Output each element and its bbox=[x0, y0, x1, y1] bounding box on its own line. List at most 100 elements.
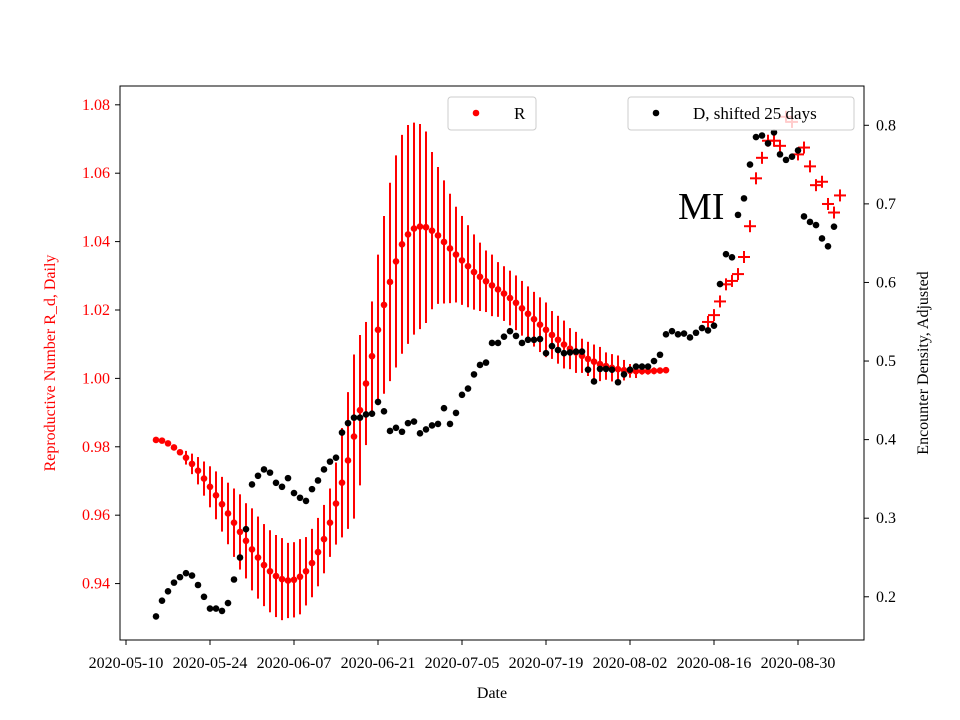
d-point bbox=[302, 497, 310, 505]
r-point bbox=[398, 241, 406, 248]
d-point bbox=[170, 579, 178, 586]
x-tick-label: 2020-08-16 bbox=[677, 655, 752, 672]
r-point bbox=[416, 223, 424, 230]
d-point bbox=[152, 613, 160, 620]
d-point bbox=[656, 351, 664, 359]
r-point bbox=[338, 479, 346, 486]
r-estimate-marker bbox=[702, 315, 714, 328]
r-point bbox=[302, 567, 310, 575]
r-point bbox=[422, 223, 430, 231]
r-point bbox=[242, 537, 250, 545]
r-point bbox=[170, 444, 178, 451]
d-point bbox=[338, 429, 346, 436]
d-point bbox=[518, 339, 526, 347]
r-point bbox=[470, 268, 478, 276]
d-point bbox=[554, 346, 562, 354]
d-point bbox=[428, 422, 436, 429]
r-estimate-marker bbox=[816, 175, 828, 188]
r-point bbox=[164, 440, 172, 447]
d-point bbox=[446, 420, 454, 428]
d-point bbox=[266, 469, 274, 476]
r-point bbox=[650, 367, 658, 375]
d-point bbox=[788, 153, 796, 161]
y-left-tick-label: 0.94 bbox=[82, 576, 110, 593]
r-point bbox=[428, 227, 436, 234]
d-point bbox=[794, 147, 802, 154]
d-point bbox=[188, 572, 196, 579]
x-tick-label: 2020-07-19 bbox=[509, 655, 584, 672]
d-point bbox=[212, 605, 220, 612]
r-point bbox=[356, 406, 364, 414]
d-point bbox=[734, 211, 742, 219]
d-point bbox=[566, 349, 574, 356]
d-point bbox=[398, 428, 406, 436]
r-point bbox=[332, 500, 340, 507]
d-point bbox=[560, 349, 568, 357]
d-point bbox=[296, 494, 304, 502]
r-point bbox=[224, 510, 232, 517]
r-estimate-marker bbox=[768, 134, 780, 147]
x-tick-label: 2020-05-10 bbox=[89, 655, 164, 672]
r-point bbox=[236, 528, 244, 536]
legend-r-marker bbox=[472, 109, 480, 117]
d-point bbox=[524, 336, 532, 344]
r-point bbox=[464, 262, 472, 270]
axis-ticks: 2020-05-10 2020-05-24 2020-06-07 2020-06-21… bbox=[82, 97, 896, 672]
d-point bbox=[806, 218, 814, 226]
d-point bbox=[236, 554, 244, 561]
r-point bbox=[560, 341, 568, 348]
r-point bbox=[476, 273, 484, 281]
d-point bbox=[344, 419, 352, 427]
r-point bbox=[308, 559, 316, 567]
d-point bbox=[392, 424, 400, 432]
d-point bbox=[626, 366, 634, 373]
d-point bbox=[632, 363, 640, 370]
d-point bbox=[512, 332, 520, 340]
d-point bbox=[536, 335, 544, 343]
y-right-axis-label: Encounter Density, Adjusted bbox=[915, 271, 932, 454]
r-point bbox=[584, 355, 592, 363]
r-point bbox=[446, 245, 454, 252]
y-left-tick-label: 1.00 bbox=[82, 370, 110, 387]
d-point bbox=[368, 410, 376, 417]
d-point bbox=[590, 378, 598, 385]
d-point bbox=[158, 597, 166, 605]
d-point bbox=[164, 587, 172, 595]
r-point bbox=[152, 436, 160, 444]
y-right-tick-label: 0.8 bbox=[876, 117, 896, 134]
x-tick-label: 2020-05-24 bbox=[173, 655, 248, 672]
d-point bbox=[830, 223, 838, 230]
r-point bbox=[314, 548, 322, 556]
r-series bbox=[152, 223, 670, 584]
r-point bbox=[386, 278, 394, 286]
d-point bbox=[200, 593, 208, 601]
r-point bbox=[248, 546, 256, 553]
x-tick-label: 2020-06-21 bbox=[341, 655, 416, 672]
d-point bbox=[440, 404, 448, 412]
d-point bbox=[482, 359, 490, 366]
r-point bbox=[362, 380, 370, 387]
d-point bbox=[668, 327, 676, 335]
r-point bbox=[548, 331, 556, 339]
r-point bbox=[410, 225, 418, 232]
d-point bbox=[176, 573, 184, 581]
r-point bbox=[176, 448, 184, 456]
r-point bbox=[392, 258, 400, 265]
legend-r-label: R bbox=[514, 104, 526, 123]
legend-r: R bbox=[447, 96, 537, 131]
d-point bbox=[704, 327, 712, 334]
r-estimate-marker bbox=[738, 250, 750, 263]
d-point bbox=[758, 132, 766, 139]
d-point bbox=[314, 477, 322, 484]
d-point bbox=[224, 599, 232, 607]
d-point bbox=[584, 366, 592, 373]
r-point bbox=[536, 321, 544, 328]
d-point bbox=[218, 607, 226, 615]
r-point bbox=[500, 290, 508, 297]
x-tick-label: 2020-06-07 bbox=[257, 655, 332, 672]
r-point bbox=[284, 577, 292, 584]
r-point bbox=[194, 467, 202, 475]
y-right-tick-label: 0.5 bbox=[876, 353, 896, 370]
legend-d-box bbox=[627, 96, 855, 131]
d-point bbox=[254, 472, 262, 480]
